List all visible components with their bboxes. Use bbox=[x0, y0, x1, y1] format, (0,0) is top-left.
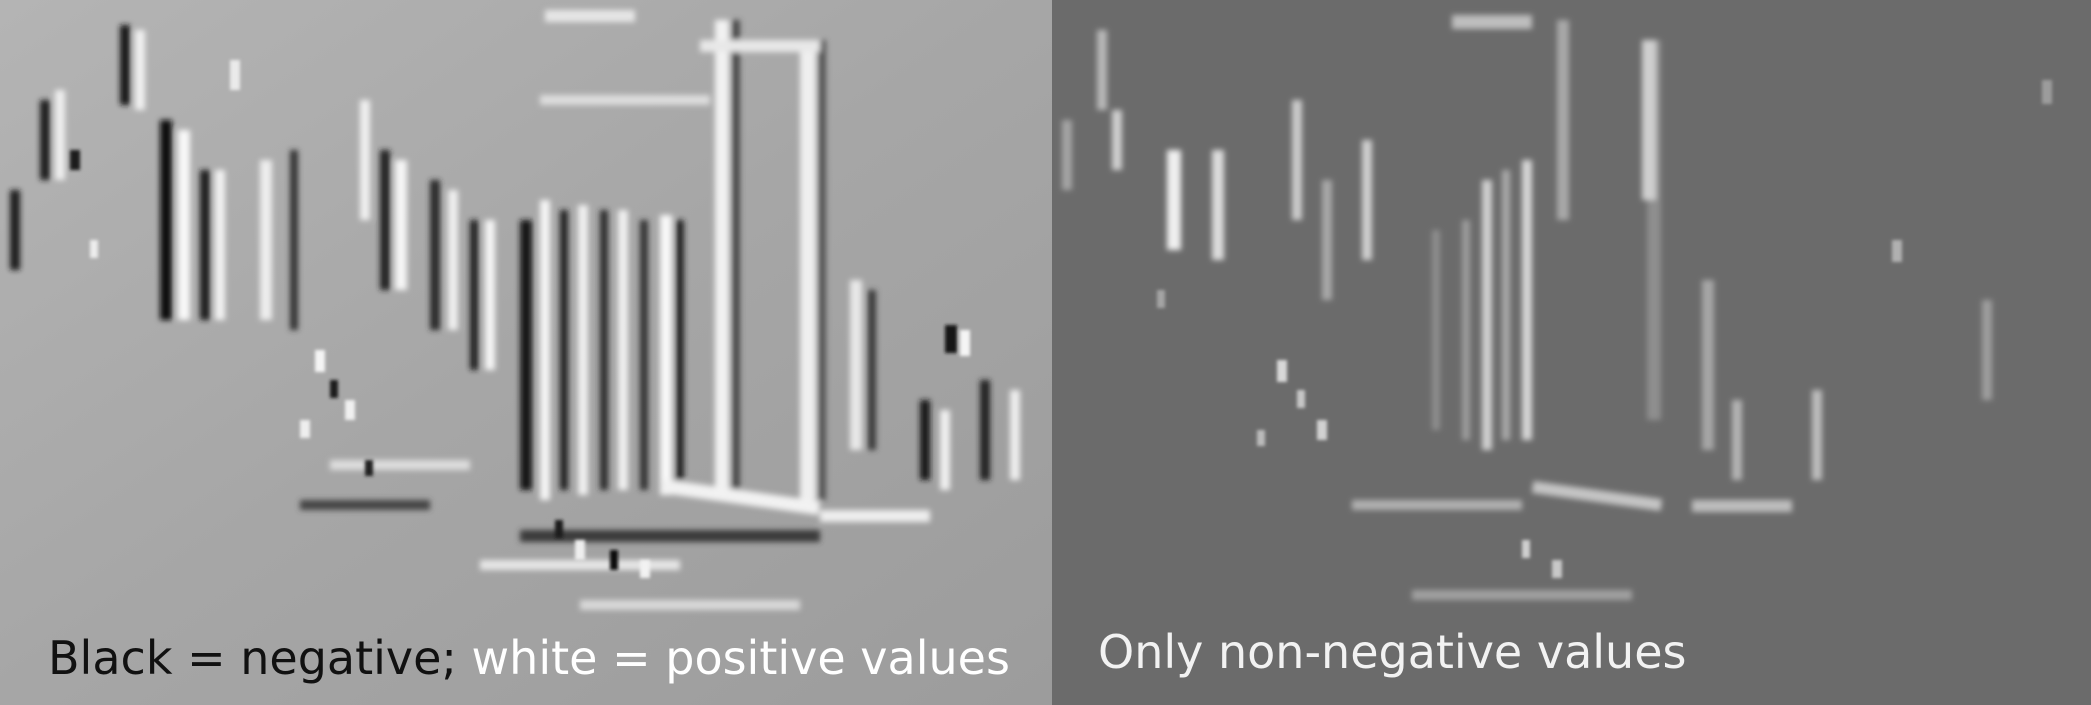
left-panel-caption: Black = negative; white = positive value… bbox=[48, 630, 1010, 686]
edge-specks-right bbox=[1157, 80, 2052, 578]
caption-positive-label: white = positive values bbox=[456, 631, 1010, 685]
right-panel-caption: Only non-negative values bbox=[1098, 625, 1687, 679]
caption-negative-label: Black = negative; bbox=[48, 631, 457, 685]
rectified-edge-image bbox=[1052, 0, 2091, 705]
edge-structures-right bbox=[1062, 15, 1992, 600]
edge-structures-left bbox=[10, 10, 1020, 610]
rectified-filter-output-panel: Only non-negative values bbox=[1052, 0, 2091, 705]
edge-specks-left bbox=[70, 60, 970, 578]
signed-edge-image bbox=[0, 0, 1052, 705]
signed-filter-output-panel: Black = negative; white = positive value… bbox=[0, 0, 1052, 705]
